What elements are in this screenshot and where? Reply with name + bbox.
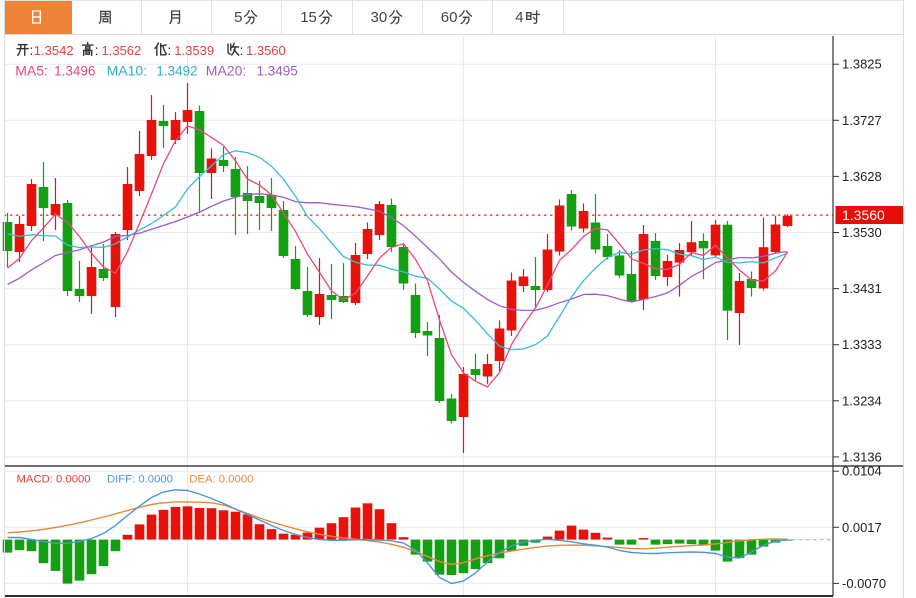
svg-text:1.3496: 1.3496 <box>54 64 95 79</box>
svg-text:1.3431: 1.3431 <box>842 281 882 296</box>
svg-text:0.0104: 0.0104 <box>842 464 882 479</box>
svg-text:1.3727: 1.3727 <box>842 113 882 128</box>
svg-text:1.3539: 1.3539 <box>174 43 214 58</box>
svg-text::: : <box>240 42 244 58</box>
svg-text:1.3530: 1.3530 <box>842 225 882 240</box>
svg-text:1.3495: 1.3495 <box>257 64 298 79</box>
svg-text:1.3628: 1.3628 <box>842 169 882 184</box>
svg-text:1.3333: 1.3333 <box>842 337 882 352</box>
svg-text:1.3234: 1.3234 <box>842 393 882 408</box>
svg-text:0.0017: 0.0017 <box>842 520 882 535</box>
svg-text:MACD: 0.0000: MACD: 0.0000 <box>17 474 91 486</box>
svg-text::: : <box>29 42 33 58</box>
svg-text:1.3825: 1.3825 <box>842 57 882 72</box>
svg-text:1.3560: 1.3560 <box>246 43 286 58</box>
svg-text:1.3560: 1.3560 <box>842 207 885 223</box>
svg-text:1.3492: 1.3492 <box>156 64 197 79</box>
svg-text:DIFF: 0.0000: DIFF: 0.0000 <box>107 474 173 486</box>
svg-text::: : <box>95 42 99 58</box>
svg-text:1.3136: 1.3136 <box>842 449 882 464</box>
svg-text:MA20:: MA20: <box>206 63 246 79</box>
svg-text:1.3562: 1.3562 <box>102 43 142 58</box>
svg-text:1.3542: 1.3542 <box>34 43 74 58</box>
svg-text:DEA: 0.0000: DEA: 0.0000 <box>189 474 253 486</box>
svg-text:MA10:: MA10: <box>107 63 147 79</box>
svg-text:MA5:: MA5: <box>15 63 48 79</box>
svg-text:-0.0070: -0.0070 <box>842 576 886 591</box>
svg-text::: : <box>167 42 171 58</box>
